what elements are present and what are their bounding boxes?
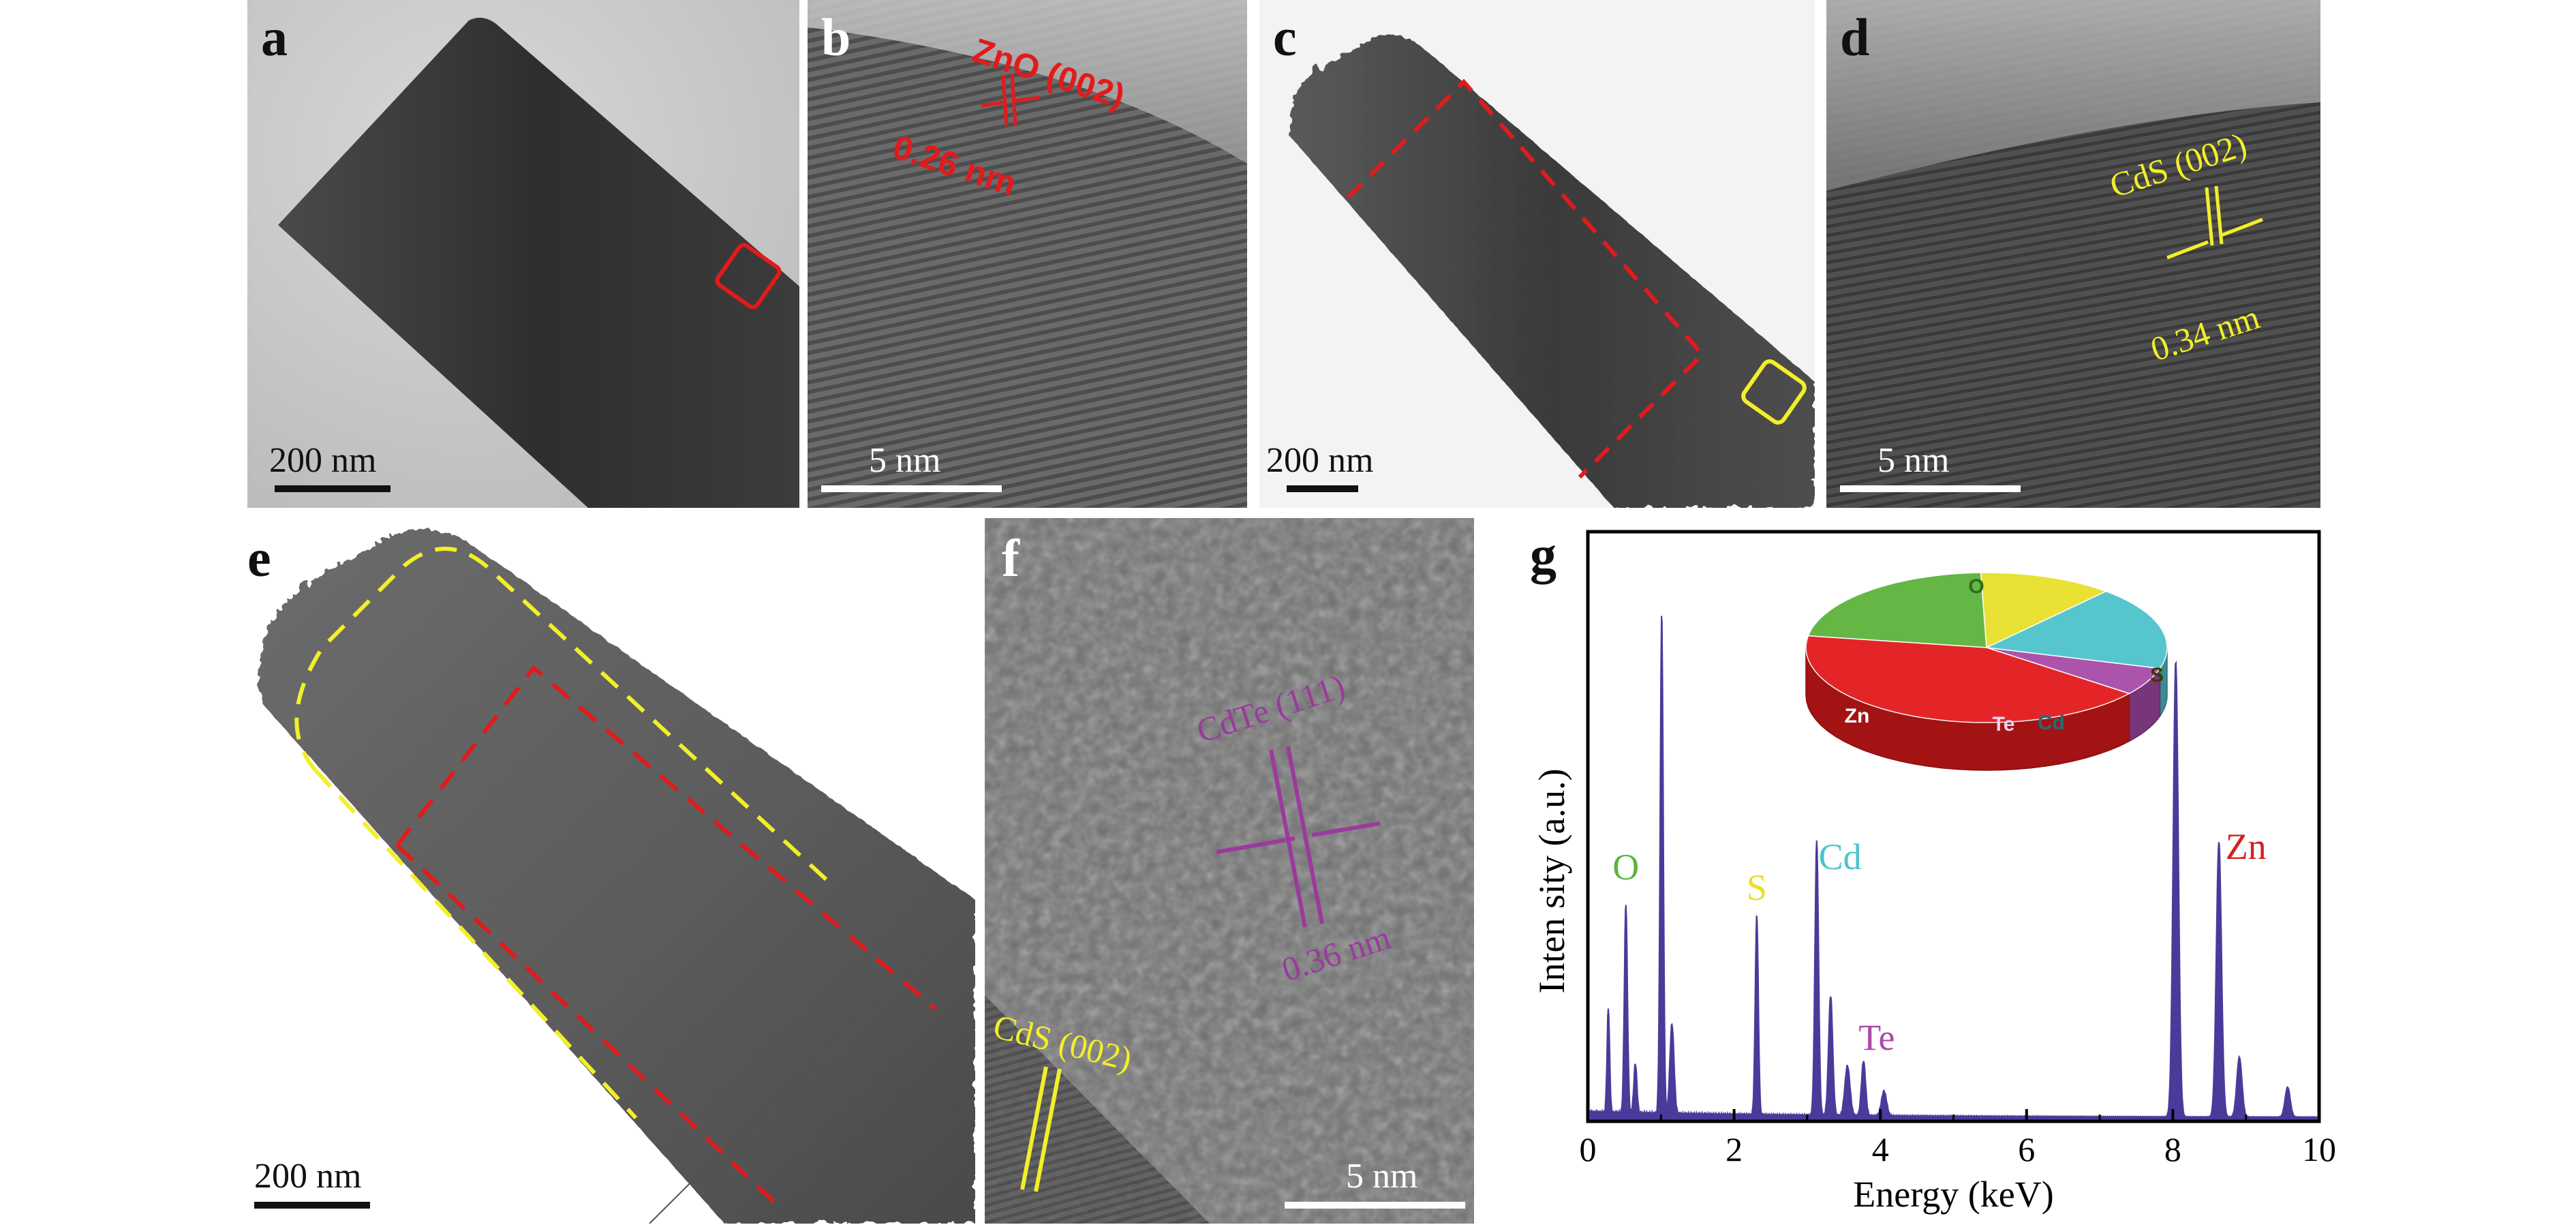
panel-d-scale-text: 5 nm [1877, 441, 1950, 480]
panel-e-scale-text: 200 nm [254, 1157, 362, 1196]
pie-slice-te [1986, 647, 2161, 695]
panel-c-scale-text: 200 nm [1266, 441, 1374, 480]
panel-e-label: e [247, 528, 271, 588]
x-tick-label: 8 [2164, 1130, 2181, 1168]
panel-d-label: d [1840, 7, 1870, 67]
panel-a-image [247, 0, 799, 508]
panel-b: b ZnO (002) 0.26 nm 5 nm [808, 0, 1247, 508]
panel-a-scale-bar [275, 485, 390, 492]
pie-slice-cd [1984, 590, 2168, 669]
panel-a-label: a [261, 7, 288, 67]
pie-label-cd: Cd [2038, 712, 2065, 734]
x-tick-label: 6 [2018, 1130, 2035, 1168]
peak-label-o: O [1612, 847, 1639, 888]
panel-g-label: g [1530, 525, 1557, 584]
panel-c-label: c [1273, 7, 1297, 67]
pie-slice-o [1807, 572, 1987, 648]
peak-label-cd: Cd [1819, 836, 1862, 877]
eds-spectrum-chart: 0 2 4 6 8 10 Energy (keV) Inten sity (a.u.) g O S C… [1530, 525, 2336, 1215]
x-tick-label: 2 [1726, 1130, 1743, 1168]
panel-f: f CdTe (111) 0.36 nm CdS (002) 5 nm [985, 518, 1474, 1224]
x-axis-label: Energy (keV) [1853, 1174, 2053, 1215]
pie-label-zn: Zn [1845, 705, 1870, 727]
panel-d-image [1826, 0, 2320, 508]
pie-label-te: Te [1993, 713, 2015, 736]
selection-box [1741, 359, 1807, 425]
pie-slice-zn [1805, 635, 2131, 723]
panel-e: e 200 nm [247, 518, 975, 1224]
pie-slice-s [1980, 572, 2108, 649]
panel-b-image [808, 0, 1247, 508]
pie-label-s: S [2150, 664, 2164, 686]
panel-f-scale-bar [1285, 1202, 1465, 1209]
panel-c-scale-bar [1287, 485, 1358, 492]
panel-a-scale-text: 200 nm [269, 441, 377, 480]
panel-f-image [985, 518, 1474, 1224]
x-tick-label: 0 [1580, 1130, 1597, 1168]
peak-label-s: S [1747, 867, 1767, 908]
panel-g-chart: 0 2 4 6 8 10 Energy (keV) Inten sity (a.u.) g O S C… [1496, 518, 2576, 1224]
panel-f-label: f [1002, 528, 1019, 588]
panel-e-scale-bar [254, 1202, 370, 1209]
panel-b-scale-text: 5 nm [869, 441, 941, 480]
panel-b-label: b [821, 7, 851, 67]
panel-f-scale-text: 5 nm [1346, 1157, 1418, 1196]
selection-box [715, 243, 782, 309]
panel-d-scale-bar [1840, 485, 2021, 492]
peak-label-te: Te [1858, 1017, 1895, 1058]
x-tick-label: 4 [1872, 1130, 1889, 1168]
y-axis-label: Inten sity (a.u.) [1531, 769, 1572, 994]
panel-a: a 200 nm [247, 0, 799, 508]
panel-c: c 200 nm [1259, 0, 1815, 508]
pie-label-o: O [1968, 575, 1984, 598]
panel-d: d CdS (002) 0.34 nm 5 nm [1826, 0, 2320, 508]
peak-label-zn: Zn [2226, 826, 2267, 867]
panel-b-scale-bar [821, 485, 1002, 492]
panel-c-image [1259, 0, 1815, 508]
x-tick-label: 10 [2302, 1130, 2336, 1168]
panel-e-image [258, 530, 975, 1224]
